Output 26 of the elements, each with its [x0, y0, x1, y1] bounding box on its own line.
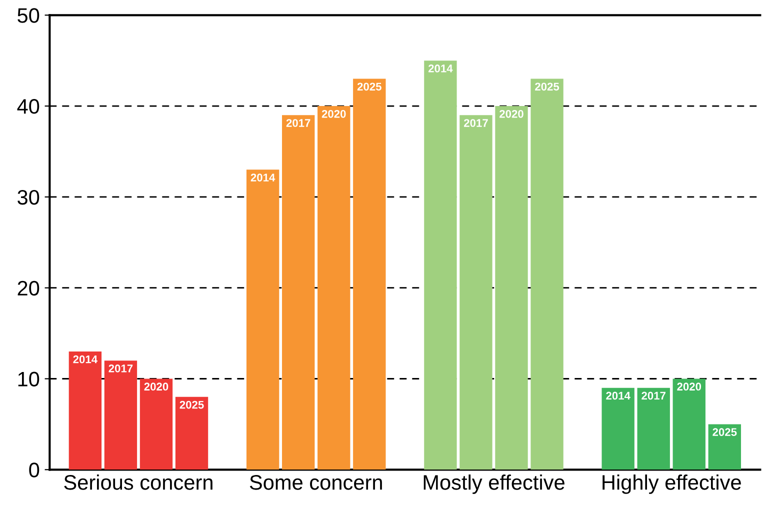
- text: 2020: [322, 110, 346, 118]
- y-tick-label: 10: [18, 372, 40, 387]
- x-tick-label: Serious concern: [64, 474, 212, 490]
- text: 2017: [642, 392, 666, 400]
- x-tick-label: Some concern: [250, 475, 382, 490]
- y-tick-label: 20: [18, 280, 40, 296]
- text: 2020: [677, 382, 702, 391]
- y-tick-label: 30: [18, 190, 40, 205]
- text: 2025: [535, 82, 560, 91]
- text: 2017: [108, 364, 133, 372]
- text: 2017: [464, 119, 488, 127]
- text: 2020: [500, 110, 524, 118]
- x-tick-label: Highly effective: [602, 474, 741, 494]
- x-tick-label: Mostly effective: [424, 474, 564, 494]
- text: 2025: [712, 428, 737, 436]
- y-tick-label: 40: [17, 99, 40, 114]
- series-label: 2014: [428, 64, 453, 72]
- text: 2014: [606, 392, 630, 400]
- text: 2014: [250, 174, 276, 182]
- series-label: 2025: [357, 82, 382, 91]
- y-tick-label: 0: [29, 462, 40, 478]
- series-label: 2017: [286, 119, 310, 127]
- text: 2025: [180, 400, 204, 409]
- text: 2014: [73, 355, 98, 364]
- y-tick-label: 50: [18, 8, 40, 23]
- series-label: 2020: [144, 382, 168, 391]
